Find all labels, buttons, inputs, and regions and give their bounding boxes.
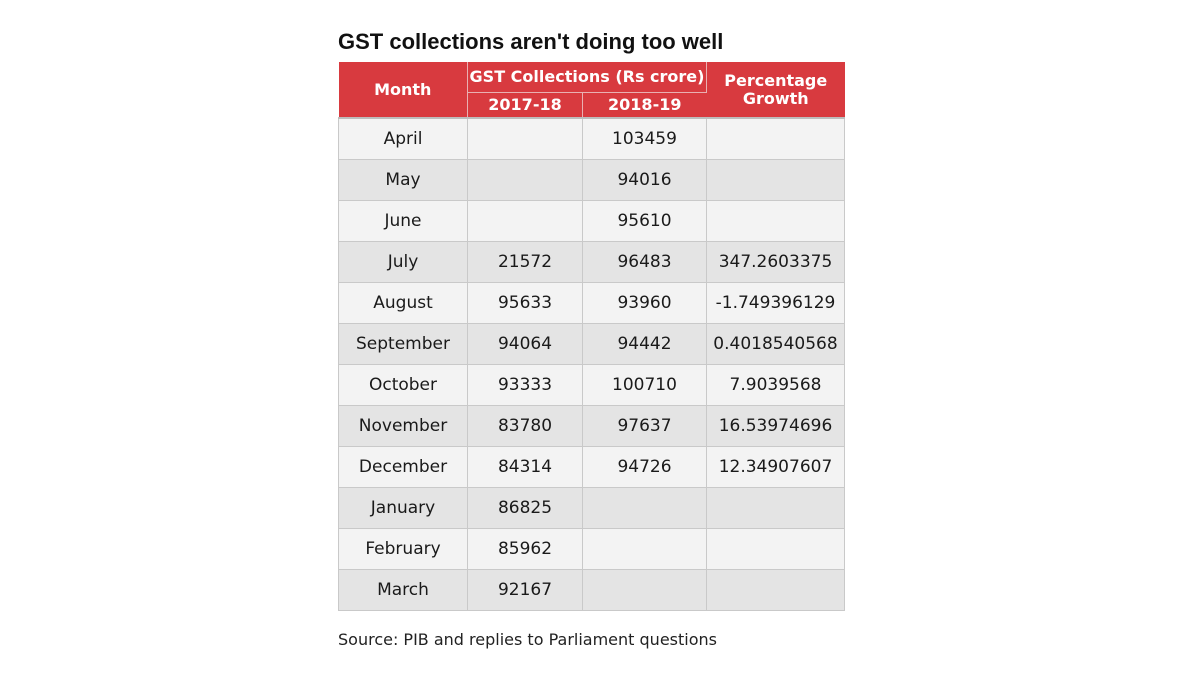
cell-month: March	[338, 569, 468, 611]
header-2018-19: 2018-19	[582, 92, 707, 119]
cell-2017-18	[467, 159, 583, 201]
cell-2018-19: 100710	[582, 364, 707, 406]
cell-month: September	[338, 323, 468, 365]
cell-month: June	[338, 200, 468, 242]
cell-2018-19: 95610	[582, 200, 707, 242]
cell-2018-19	[582, 569, 707, 611]
table-row: January 86825	[338, 487, 845, 529]
cell-2017-18: 92167	[467, 569, 583, 611]
cell-percentage-growth	[706, 200, 845, 242]
cell-2017-18: 94064	[467, 323, 583, 365]
cell-percentage-growth: -1.749396129	[706, 282, 845, 324]
table-row: December 84314 94726 12.34907607	[338, 446, 845, 488]
cell-percentage-growth	[706, 569, 845, 611]
cell-2017-18: 85962	[467, 528, 583, 570]
cell-month: April	[338, 117, 468, 160]
cell-percentage-growth: 16.53974696	[706, 405, 845, 447]
cell-2017-18	[467, 200, 583, 242]
table-row: June 95610	[338, 200, 845, 242]
cell-percentage-growth	[706, 159, 845, 201]
cell-2018-19	[582, 487, 707, 529]
table-row: September 94064 94442 0.4018540568	[338, 323, 845, 365]
cell-2017-18: 21572	[467, 241, 583, 283]
cell-month: October	[338, 364, 468, 406]
cell-2017-18	[467, 117, 583, 160]
cell-2017-18: 93333	[467, 364, 583, 406]
cell-percentage-growth	[706, 117, 845, 160]
cell-month: February	[338, 528, 468, 570]
cell-2017-18: 83780	[467, 405, 583, 447]
cell-month: December	[338, 446, 468, 488]
cell-2018-19: 94726	[582, 446, 707, 488]
table-row: February 85962	[338, 528, 845, 570]
table-body: April 103459 May 94016 June 95610 July 21572 964…	[338, 117, 845, 611]
cell-percentage-growth: 7.9039568	[706, 364, 845, 406]
cell-percentage-growth	[706, 487, 845, 529]
header-gst-collections: GST Collections (Rs crore)	[467, 62, 707, 93]
cell-month: January	[338, 487, 468, 529]
cell-percentage-growth: 0.4018540568	[706, 323, 845, 365]
cell-percentage-growth	[706, 528, 845, 570]
table-row: November 83780 97637 16.53974696	[338, 405, 845, 447]
cell-2017-18: 84314	[467, 446, 583, 488]
cell-2017-18: 86825	[467, 487, 583, 529]
table-row: October 93333 100710 7.9039568	[338, 364, 845, 406]
header-2017-18: 2017-18	[467, 92, 583, 119]
source-note: Source: PIB and replies to Parliament qu…	[338, 630, 717, 649]
cell-2018-19: 96483	[582, 241, 707, 283]
table-row: April 103459	[338, 117, 845, 160]
cell-percentage-growth: 347.2603375	[706, 241, 845, 283]
table-header: Month GST Collections (Rs crore) Percent…	[338, 62, 845, 119]
cell-month: May	[338, 159, 468, 201]
cell-2018-19: 103459	[582, 117, 707, 160]
cell-month: November	[338, 405, 468, 447]
cell-2018-19: 94442	[582, 323, 707, 365]
cell-month: August	[338, 282, 468, 324]
table-row: August 95633 93960 -1.749396129	[338, 282, 845, 324]
table-row: May 94016	[338, 159, 845, 201]
cell-2018-19	[582, 528, 707, 570]
table-row: July 21572 96483 347.2603375	[338, 241, 845, 283]
chart-title: GST collections aren't doing too well	[338, 29, 724, 54]
cell-2018-19: 97637	[582, 405, 707, 447]
cell-month: July	[338, 241, 468, 283]
cell-2017-18: 95633	[467, 282, 583, 324]
table-row: March 92167	[338, 569, 845, 611]
cell-percentage-growth: 12.34907607	[706, 446, 845, 488]
header-month: Month	[338, 62, 468, 119]
cell-2018-19: 93960	[582, 282, 707, 324]
gst-collections-table: Month GST Collections (Rs crore) Percent…	[338, 62, 845, 611]
cell-2018-19: 94016	[582, 159, 707, 201]
header-percentage-growth: Percentage Growth	[706, 62, 845, 119]
